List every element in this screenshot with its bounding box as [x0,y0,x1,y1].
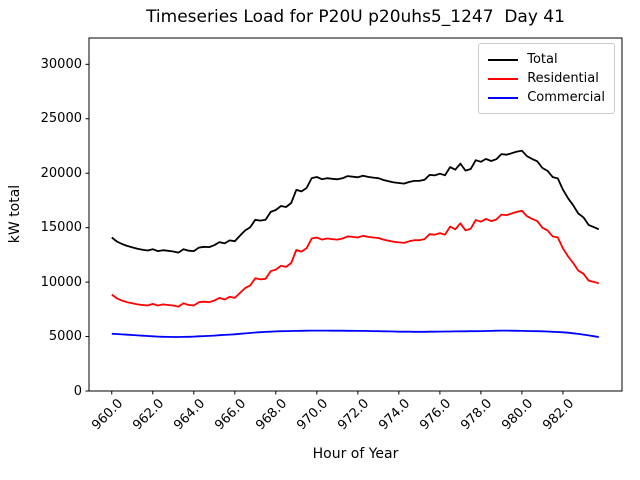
series-line-residential [111,209,600,308]
y-tick-label: 20000 [40,165,82,181]
chart-title: Timeseries Load for P20U p20uhs5_1247 Da… [146,7,565,27]
y-tick-label: 25000 [40,111,82,127]
x-axis-label: Hour of Year [312,446,399,462]
legend-item-total: Total [488,50,605,69]
series-lines [111,149,600,338]
commercial-line-swatch [488,96,519,99]
legend: Total Residential Commercial [478,43,615,114]
total-line-swatch [488,58,519,61]
y-tick-label: 5000 [48,329,82,345]
legend-label-commercial: Commercial [527,90,605,105]
residential-line-swatch [488,77,519,80]
legend-label-total: Total [527,52,558,67]
legend-item-residential: Residential [488,69,605,88]
legend-item-commercial: Commercial [488,88,605,107]
y-tick-label: 10000 [40,274,82,290]
y-tick-label: 30000 [40,56,82,72]
plot-border [88,37,623,392]
legend-label-residential: Residential [527,71,599,86]
series-line-commercial [111,329,599,338]
y-tick-label: 15000 [40,220,82,236]
series-line-total [111,149,600,254]
y-tick-label: 0 [73,383,82,399]
axis-ticks [85,63,564,395]
